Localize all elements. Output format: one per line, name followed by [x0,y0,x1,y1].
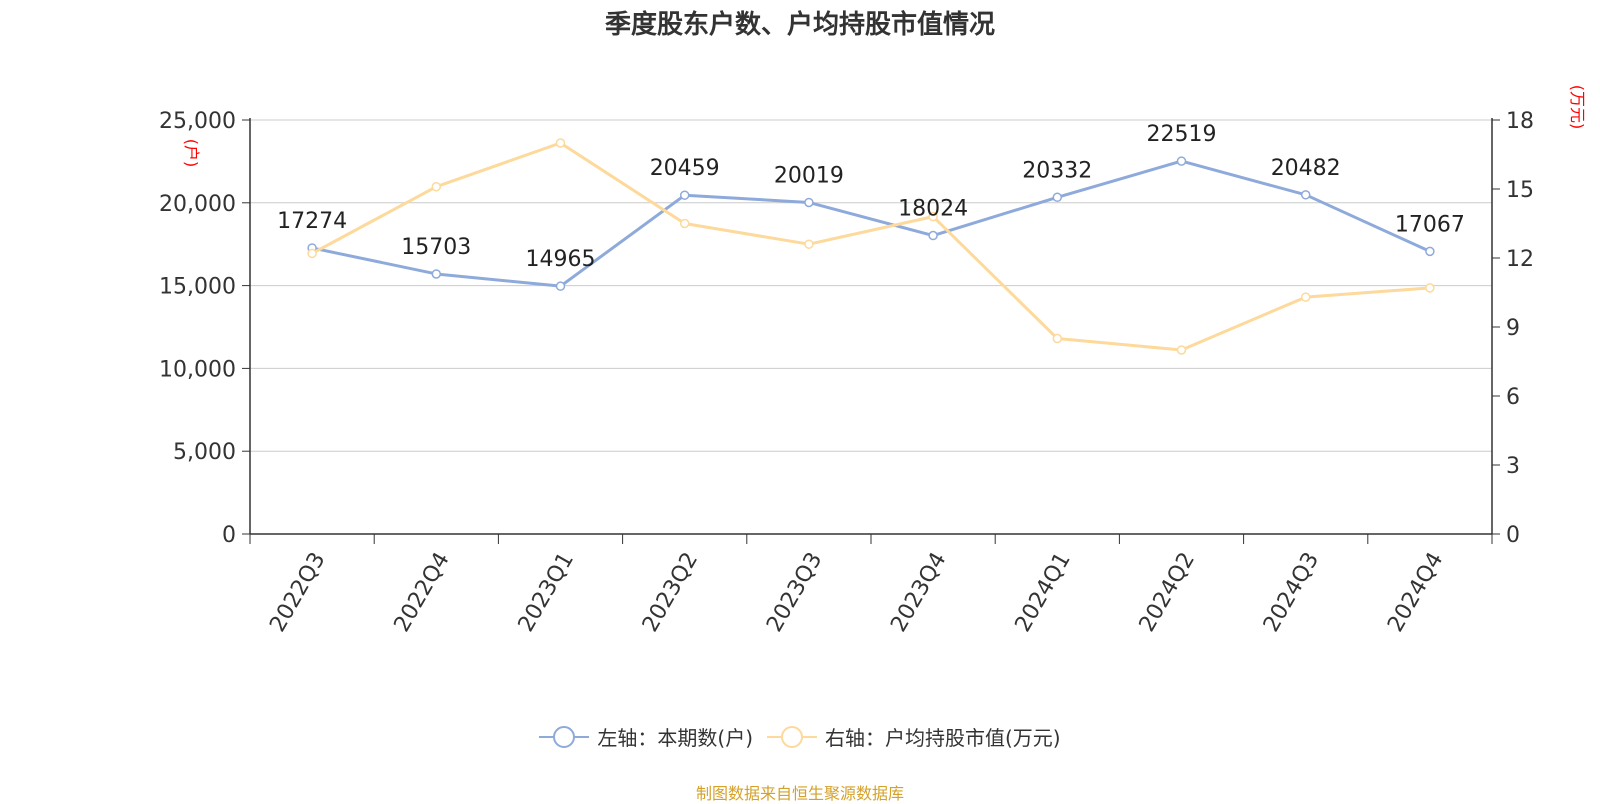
legend-item-left-series[interactable]: 左轴：本期数(户) [539,722,753,751]
y-right-tick-label: 0 [1506,523,1520,548]
data-point-right [1302,293,1310,301]
data-label: 17274 [277,209,347,234]
y-left-tick-label: 25,000 [159,109,236,134]
data-point-left [1302,191,1310,199]
y-right-tick-label: 6 [1506,385,1520,410]
legend-marker-blue-icon [539,725,589,749]
x-tick-label: 2023Q1 [514,548,579,636]
series [308,139,1434,354]
data-point-right [1178,346,1186,354]
x-tick-label: 2022Q4 [390,548,455,636]
data-point-right [1053,335,1061,343]
y-left-tick-label: 15,000 [159,275,236,300]
series-line-left [312,161,1430,286]
x-tick-label: 2024Q3 [1259,548,1324,636]
data-label: 20482 [1271,156,1341,181]
legend-label-right-series: 右轴：户均持股市值(万元) [825,722,1061,751]
data-point-right [805,240,813,248]
y-right-tick-label: 18 [1506,109,1534,134]
line-chart: 0 5,000 10,000 15,000 20,000 25,000 0 3 6 9 12 15 18… [0,0,1600,710]
legend-item-right-series[interactable]: 右轴：户均持股市值(万元) [767,722,1061,751]
data-point-left [805,198,813,206]
x-tick-label: 2024Q4 [1383,548,1448,636]
legend-label-left-series: 左轴：本期数(户) [597,722,753,751]
x-tick-label: 2023Q2 [638,548,703,636]
data-point-left [1178,157,1186,165]
data-label: 20019 [774,163,844,188]
y-right-tick-label: 15 [1506,178,1534,203]
source-note: 制图数据来自恒生聚源数据库 [0,780,1600,804]
y-left-tick-label: 10,000 [159,357,236,382]
y-right-tick-label: 12 [1506,247,1534,272]
data-label: 20459 [650,156,720,181]
x-tick-label: 2023Q3 [762,548,827,636]
data-point-right [308,249,316,257]
data-point-left [1053,193,1061,201]
y-right-tick-label: 3 [1506,454,1520,479]
x-tick-label: 2024Q2 [1135,548,1200,636]
data-label: 15703 [401,235,471,260]
y-left-tick-label: 5,000 [173,440,236,465]
data-point-right [1426,284,1434,292]
data-label: 17067 [1395,212,1465,237]
data-point-left [432,270,440,278]
axes: 0 5,000 10,000 15,000 20,000 25,000 0 3 6 9 12 15 18… [159,109,1534,636]
data-point-left [1426,247,1434,255]
data-point-right [557,139,565,147]
data-label: 14965 [526,247,596,272]
y-right-axis-label: (万元) [1568,85,1587,130]
legend-marker-yellow-icon [767,725,817,749]
x-tick-label: 2024Q1 [1011,548,1076,636]
data-point-left [681,191,689,199]
data-point-left [557,282,565,290]
data-label: 18024 [898,197,968,222]
series-line-right [312,143,1430,350]
data-point-right [681,220,689,228]
data-point-right [432,183,440,191]
x-tick-label: 2022Q3 [265,548,330,636]
data-point-left [929,232,937,240]
data-labels: 17274 15703 14965 20459 20019 18024 20332 22519… [277,122,1465,272]
data-label: 20332 [1022,158,1092,183]
x-tick-label: 2023Q4 [886,548,951,636]
data-label: 22519 [1147,122,1217,147]
legend: 左轴：本期数(户) 右轴：户均持股市值(万元) [0,722,1600,751]
y-left-axis-label: (户) [182,139,201,168]
y-left-tick-label: 0 [222,523,236,548]
y-left-tick-label: 20,000 [159,192,236,217]
y-right-tick-label: 9 [1506,316,1520,341]
